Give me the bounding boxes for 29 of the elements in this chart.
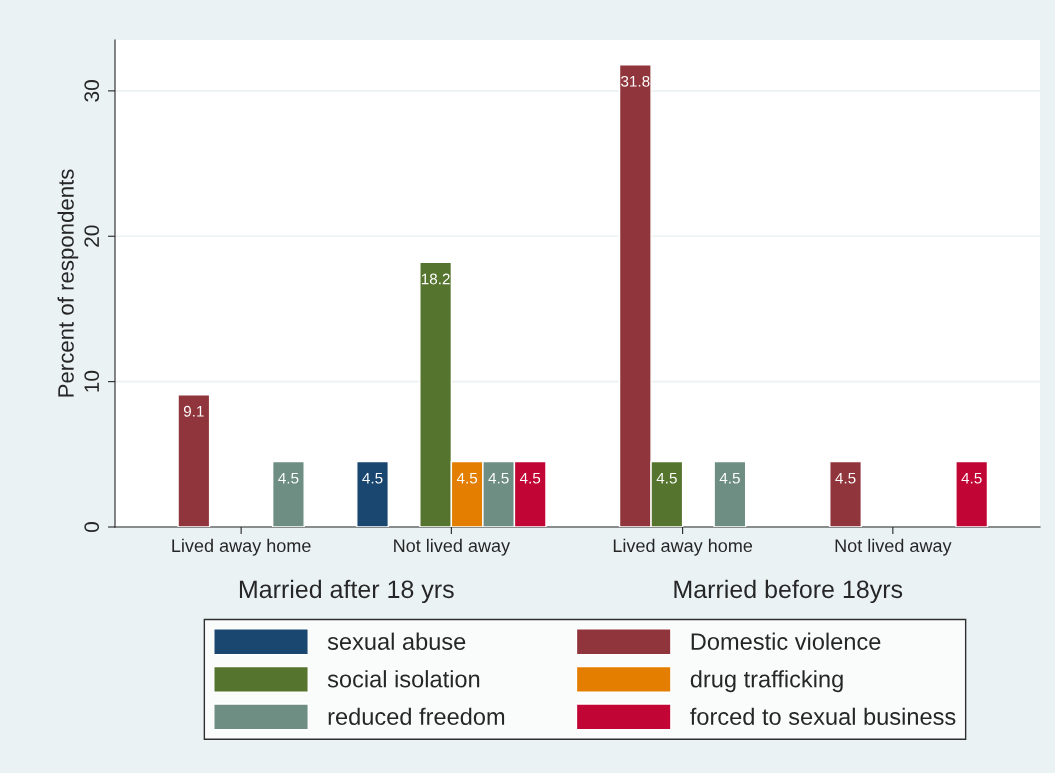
legend-label: Domestic violence	[691, 632, 881, 650]
y-tick-label: 0	[84, 522, 100, 532]
y-tick-label: 20	[84, 225, 100, 247]
data-label: 9.1	[183, 405, 204, 417]
legend-label: drug trafficking	[690, 670, 843, 693]
x-tick-label: Not lived away	[835, 538, 952, 556]
text: Married before 18yrs	[674, 579, 903, 604]
data-label: 31.8	[621, 75, 650, 87]
x-tick-label: Not lived away	[394, 538, 511, 556]
y-tick-label: 10	[84, 370, 100, 392]
data-label: 18.2	[421, 273, 450, 285]
data-label: 4.5	[719, 472, 740, 484]
data-label: 4.5	[519, 472, 541, 484]
data-label: 4.5	[278, 472, 299, 484]
x-tick-label: Lived away home	[613, 538, 753, 556]
data-label: 4.5	[961, 472, 982, 484]
data-label: 4.5	[362, 472, 383, 484]
data-label: 4.5	[835, 472, 856, 484]
legend-label: sexual abuse	[327, 632, 466, 650]
data-label: 4.5	[488, 472, 509, 484]
legend-label: reduced freedom	[328, 707, 505, 726]
y-tick-label: 30	[84, 80, 100, 102]
legend-label: social isolation	[327, 670, 480, 688]
data-label: 4.5	[456, 472, 478, 484]
x-tick-label: Lived away home	[172, 538, 311, 556]
y-axis-title: Percent of respondents	[57, 169, 79, 397]
data-label: 4.5	[656, 472, 677, 484]
legend-label: forced to sexual business	[690, 707, 956, 726]
text: Married after 18 yrs	[239, 579, 454, 604]
